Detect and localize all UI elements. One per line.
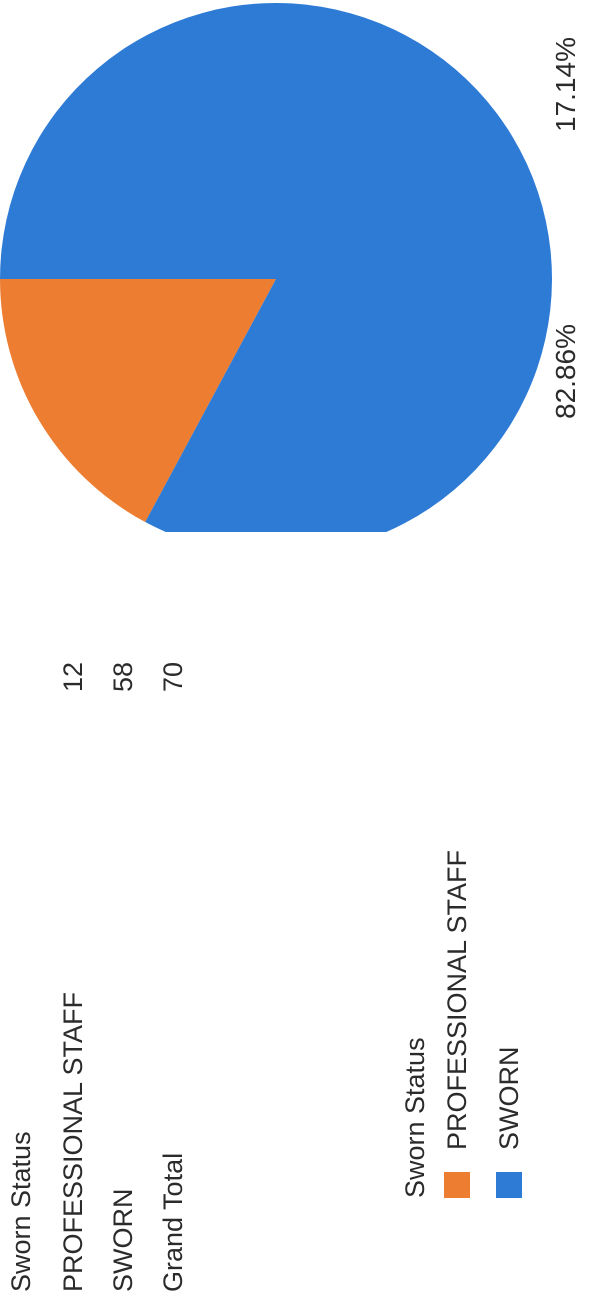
- table-header: Sworn Status: [6, 1131, 36, 1292]
- table-row-value-sworn: 58: [108, 662, 138, 693]
- table-row-label-professional-staff: PROFESSIONAL STAFF: [58, 991, 88, 1292]
- table-row-value-grand-total: 70: [158, 662, 188, 693]
- table-row-label-sworn: SWORN: [108, 1188, 138, 1293]
- pie-chart: [0, 3, 552, 532]
- data-label-professional-staff: 17.14%: [550, 37, 581, 132]
- pie-slice-sworn: [0, 3, 552, 532]
- legend-swatch-professional-staff: [444, 1172, 470, 1198]
- table-row-value-professional-staff: 12: [58, 662, 88, 693]
- legend-swatch-sworn: [496, 1172, 522, 1198]
- pie-slice-professional-staff: [0, 279, 276, 523]
- legend-label-professional-staff: PROFESSIONAL STAFF: [442, 849, 472, 1150]
- table-row-label-grand-total: Grand Total: [158, 1152, 188, 1292]
- data-label-sworn: 82.86%: [550, 324, 581, 419]
- legend-title: Sworn Status: [400, 1037, 430, 1198]
- legend-label-sworn: SWORN: [494, 1046, 524, 1151]
